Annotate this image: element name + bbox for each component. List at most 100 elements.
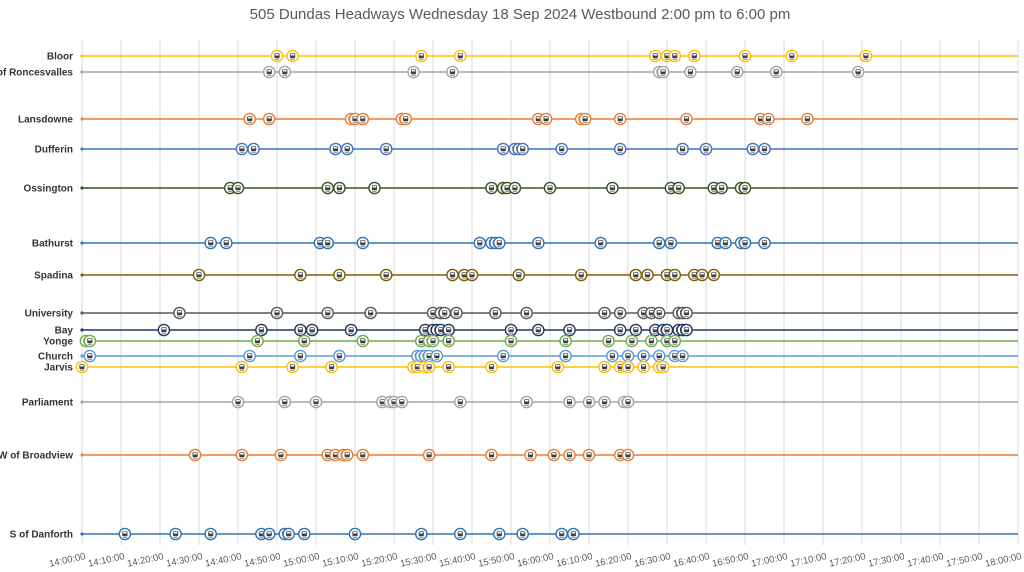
x-tick-label: 16:00:00 bbox=[516, 551, 554, 569]
streetcar-icon bbox=[446, 268, 459, 282]
streetcar-icon bbox=[492, 236, 506, 250]
streetcar-icon bbox=[243, 112, 256, 126]
streetcar-icon bbox=[379, 142, 393, 156]
streetcar-icon bbox=[251, 334, 264, 348]
streetcar-icon bbox=[758, 142, 771, 156]
streetcar-icon bbox=[465, 268, 479, 282]
streetcar-icon bbox=[660, 323, 674, 337]
streetcar-icon bbox=[333, 268, 346, 282]
chart-title: 505 Dundas Headways Wednesday 18 Sep 202… bbox=[250, 6, 791, 23]
streetcar-icon bbox=[719, 236, 732, 250]
streetcar-icon bbox=[399, 112, 413, 126]
x-tick-label: 16:30:00 bbox=[633, 551, 671, 569]
streetcar-icon bbox=[442, 323, 455, 337]
x-tick-label: 15:40:00 bbox=[438, 551, 476, 569]
streetcar-icon bbox=[621, 448, 635, 462]
x-tick-label: 15:50:00 bbox=[477, 551, 515, 569]
stop-labels: Bloor E of Roncesvalles Lansdowne Dufferin O… bbox=[0, 52, 74, 541]
streetcar-icon bbox=[235, 360, 249, 374]
streetcar-icon bbox=[715, 181, 728, 195]
x-tick-label: 17:00:00 bbox=[750, 551, 788, 569]
streetcar-icon bbox=[516, 527, 530, 541]
streetcar-icon bbox=[594, 236, 608, 250]
streetcar-icon bbox=[492, 527, 506, 541]
streetcar-icon bbox=[652, 306, 666, 320]
streetcar-icon bbox=[699, 142, 713, 156]
streetcar-icon bbox=[680, 323, 693, 337]
streetcar-icon bbox=[851, 65, 865, 79]
stop-label: Bloor bbox=[47, 52, 73, 63]
streetcar-icon bbox=[262, 112, 276, 126]
streetcar-icon bbox=[274, 448, 288, 462]
x-tick-label: 17:20:00 bbox=[828, 551, 866, 569]
line-start-dot bbox=[80, 354, 84, 358]
x-tick-label: 17:50:00 bbox=[945, 551, 983, 569]
streetcar-icon bbox=[344, 323, 358, 337]
streetcar-icon bbox=[621, 395, 635, 409]
stop-label: Ossington bbox=[24, 184, 73, 195]
streetcar-icon bbox=[547, 448, 561, 462]
streetcar-icon bbox=[738, 49, 752, 63]
streetcar-icon bbox=[270, 306, 284, 320]
streetcar-icon bbox=[426, 334, 440, 348]
streetcar-icon bbox=[687, 49, 701, 63]
streetcar-icon bbox=[504, 334, 518, 348]
x-tick-label: 16:10:00 bbox=[555, 551, 593, 569]
x-tick-label: 17:10:00 bbox=[789, 551, 827, 569]
streetcar-icon bbox=[329, 142, 342, 156]
streetcar-icon bbox=[504, 323, 518, 337]
streetcar-icon bbox=[567, 527, 580, 541]
streetcar-icon bbox=[668, 334, 682, 348]
x-tick-label: 17:30:00 bbox=[867, 551, 905, 569]
streetcar-icon bbox=[294, 268, 307, 282]
streetcar-icon bbox=[551, 360, 565, 374]
streetcar-icon bbox=[243, 349, 256, 363]
stop-label: Parliament bbox=[22, 398, 74, 409]
streetcar-icon bbox=[539, 112, 553, 126]
streetcar-icon bbox=[485, 181, 498, 195]
streetcar-icon bbox=[637, 360, 650, 374]
streetcar-icon bbox=[438, 306, 452, 320]
streetcar-icon bbox=[270, 49, 284, 63]
streetcar-icon bbox=[83, 334, 97, 348]
streetcar-icon bbox=[613, 323, 627, 337]
x-tick-label: 14:50:00 bbox=[243, 551, 281, 569]
streetcar-icon bbox=[442, 334, 455, 348]
streetcar-icon bbox=[496, 142, 510, 156]
streetcar-icon bbox=[453, 527, 467, 541]
x-tick-label: 15:20:00 bbox=[360, 551, 398, 569]
streetcar-icon bbox=[262, 527, 276, 541]
streetcar-icon bbox=[676, 142, 689, 156]
streetcar-icon bbox=[247, 142, 260, 156]
streetcar-icon bbox=[485, 448, 498, 462]
streetcar-icon bbox=[762, 112, 775, 126]
streetcar-icon bbox=[453, 49, 467, 63]
streetcar-icon bbox=[294, 323, 307, 337]
stop-label: Church bbox=[38, 352, 73, 363]
streetcar-icon bbox=[621, 349, 635, 363]
stop-label: Bathurst bbox=[32, 239, 74, 250]
streetcar-icon bbox=[321, 181, 335, 195]
streetcar-icon bbox=[648, 49, 662, 63]
streetcar-icon bbox=[656, 360, 670, 374]
streetcar-icon bbox=[446, 65, 459, 79]
streetcar-icon bbox=[621, 360, 635, 374]
stop-label: Spadina bbox=[34, 271, 73, 282]
streetcar-icon bbox=[520, 395, 533, 409]
streetcar-icon bbox=[282, 527, 296, 541]
streetcar-icon bbox=[169, 527, 182, 541]
streetcar-icon bbox=[524, 448, 537, 462]
x-tick-label: 14:00:00 bbox=[48, 551, 86, 569]
streetcar-icon bbox=[75, 360, 89, 374]
streetcar-icon bbox=[118, 527, 132, 541]
streetcar-icon bbox=[489, 306, 502, 320]
x-tick-label: 15:10:00 bbox=[321, 551, 359, 569]
streetcar-icon bbox=[606, 181, 619, 195]
streetcar-icon bbox=[340, 142, 354, 156]
streetcar-icon bbox=[356, 448, 370, 462]
x-tick-label: 14:10:00 bbox=[87, 551, 125, 569]
streetcar-icon bbox=[321, 236, 335, 250]
streetcar-icon bbox=[516, 142, 530, 156]
stop-label: University bbox=[25, 309, 74, 320]
streetcar-icon bbox=[637, 349, 650, 363]
